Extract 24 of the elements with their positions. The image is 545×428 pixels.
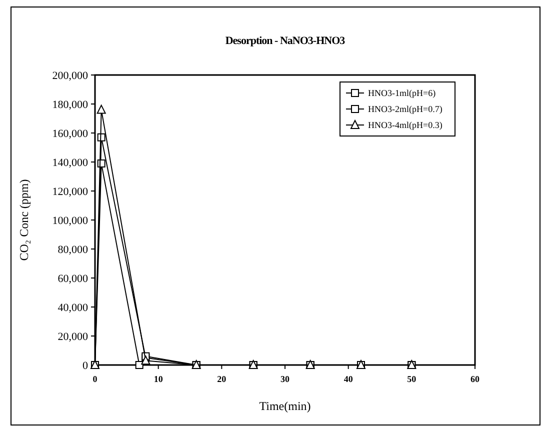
y-tick-label: 0	[82, 360, 88, 372]
y-tick-label: 160,000	[52, 128, 88, 140]
y-tick-label: 20,000	[58, 330, 88, 343]
y-tick-label: 80,000	[58, 244, 88, 256]
y-tick-label: 200,000	[52, 70, 88, 82]
y-axis-title: CO₂ Conc (ppm)	[17, 179, 31, 261]
x-tick-label: 60	[470, 374, 480, 384]
x-tick-label: 30	[280, 374, 290, 384]
x-tick-label: 20	[217, 374, 227, 384]
x-tick-label: 10	[154, 374, 164, 384]
y-tick-label: 120,000	[52, 186, 88, 198]
y-tick-label: 180,000	[52, 98, 88, 111]
chart-title: Desorption - NaNO3-HNO3	[225, 35, 346, 47]
x-tick-label: 0	[92, 374, 98, 384]
y-tick-label: 40,000	[58, 302, 88, 314]
legend-label: HNO3-1ml(pH=6)	[368, 88, 436, 98]
y-tick-label: 100,000	[52, 214, 88, 227]
y-tick-label: 140,000	[52, 156, 88, 169]
x-tick-label: 40	[344, 374, 354, 384]
legend-label: HNO3-2ml(pH=0.7)	[368, 104, 442, 114]
x-axis-title: Time(min)	[259, 399, 311, 413]
x-tick-label: 50	[407, 374, 417, 384]
y-tick-label: 60,000	[58, 272, 88, 285]
legend-label: HNO3-4ml(pH=0.3)	[368, 120, 442, 130]
